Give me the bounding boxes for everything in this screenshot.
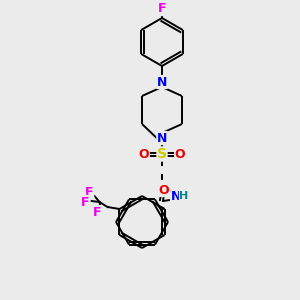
Text: O: O bbox=[139, 148, 149, 160]
Text: F: F bbox=[158, 2, 166, 16]
Text: F: F bbox=[81, 196, 90, 208]
Text: S: S bbox=[157, 147, 167, 161]
Text: F: F bbox=[85, 185, 94, 199]
Text: F: F bbox=[93, 206, 102, 218]
Text: N: N bbox=[157, 131, 167, 145]
Text: O: O bbox=[175, 148, 185, 160]
Text: H: H bbox=[179, 191, 189, 201]
Text: N: N bbox=[171, 190, 181, 202]
Text: N: N bbox=[157, 76, 167, 88]
Text: O: O bbox=[159, 184, 169, 196]
